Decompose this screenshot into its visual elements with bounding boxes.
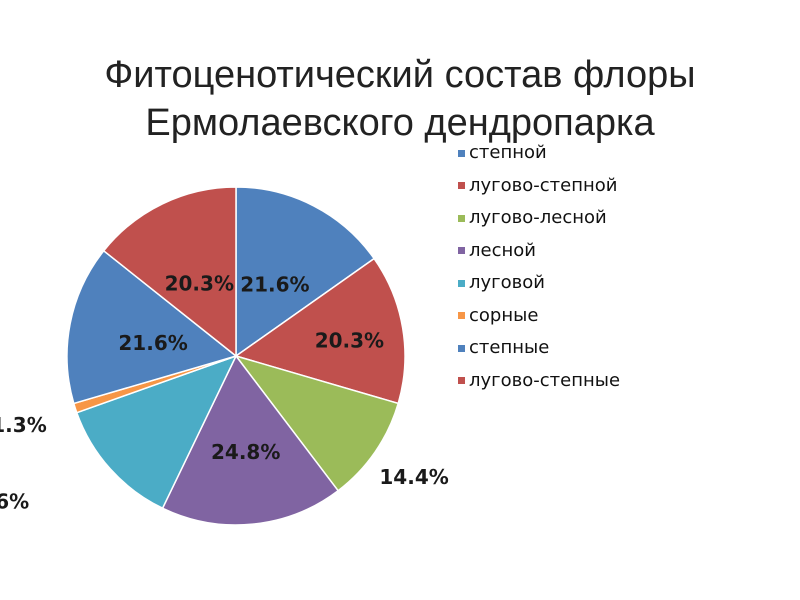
legend-swatch bbox=[458, 149, 465, 157]
pie-slice bbox=[161, 354, 340, 526]
legend-label: степные bbox=[469, 337, 550, 358]
legend-label: лугово-степные bbox=[469, 369, 621, 391]
chart-title-line-2: Ермолаевского дендропарка bbox=[145, 102, 655, 145]
legend-label: лугово-степной bbox=[469, 174, 618, 196]
pie-slice bbox=[66, 249, 238, 405]
legend-label: луговой bbox=[469, 272, 545, 293]
legend-item: степные bbox=[458, 332, 620, 365]
pie-slice bbox=[235, 186, 376, 358]
slice-data-label: 17.6% bbox=[0, 489, 29, 513]
pie-slice bbox=[75, 354, 238, 510]
legend-swatch bbox=[458, 377, 465, 385]
legend-swatch bbox=[458, 214, 465, 222]
chart-title-line-1: Фитоценотический состав флоры bbox=[104, 54, 696, 97]
legend-item: лугово-степной bbox=[458, 170, 620, 203]
legend-item: лугово-степные bbox=[458, 365, 620, 398]
legend-item: лесной bbox=[458, 235, 620, 268]
legend-item: сорные bbox=[458, 300, 620, 333]
legend-label: лесной bbox=[469, 239, 536, 261]
pie-slice bbox=[102, 186, 237, 358]
legend-swatch bbox=[458, 344, 465, 352]
legend-item: степной bbox=[458, 137, 620, 170]
legend-item: лугово-лесной bbox=[458, 202, 620, 235]
legend-swatch bbox=[458, 312, 465, 320]
legend-swatch bbox=[458, 247, 465, 255]
slice-data-label: 24.8% bbox=[211, 440, 280, 464]
pie-slice bbox=[234, 354, 400, 492]
slice-data-label: 1.3% bbox=[0, 413, 47, 437]
chart-legend: степной лугово-степной лугово-лесной лес… bbox=[458, 137, 620, 397]
legend-label: лугово-лесной bbox=[469, 207, 607, 228]
legend-item: луговой bbox=[458, 267, 620, 300]
slice-data-label: 20.3% bbox=[315, 329, 384, 353]
legend-swatch bbox=[458, 182, 465, 190]
slice-data-label: 20.3% bbox=[165, 271, 234, 295]
legend-label: сорные bbox=[469, 304, 539, 326]
slice-data-label: 21.6% bbox=[118, 331, 187, 355]
legend-swatch bbox=[458, 279, 465, 287]
pie-slice bbox=[234, 257, 406, 405]
legend-label: степной bbox=[469, 142, 547, 163]
chart-title: Фитоценотический состав флоры Ермолаевск… bbox=[0, 51, 800, 147]
slice-data-label: 14.4% bbox=[379, 465, 448, 489]
slice-data-label: 21.6% bbox=[240, 273, 309, 297]
